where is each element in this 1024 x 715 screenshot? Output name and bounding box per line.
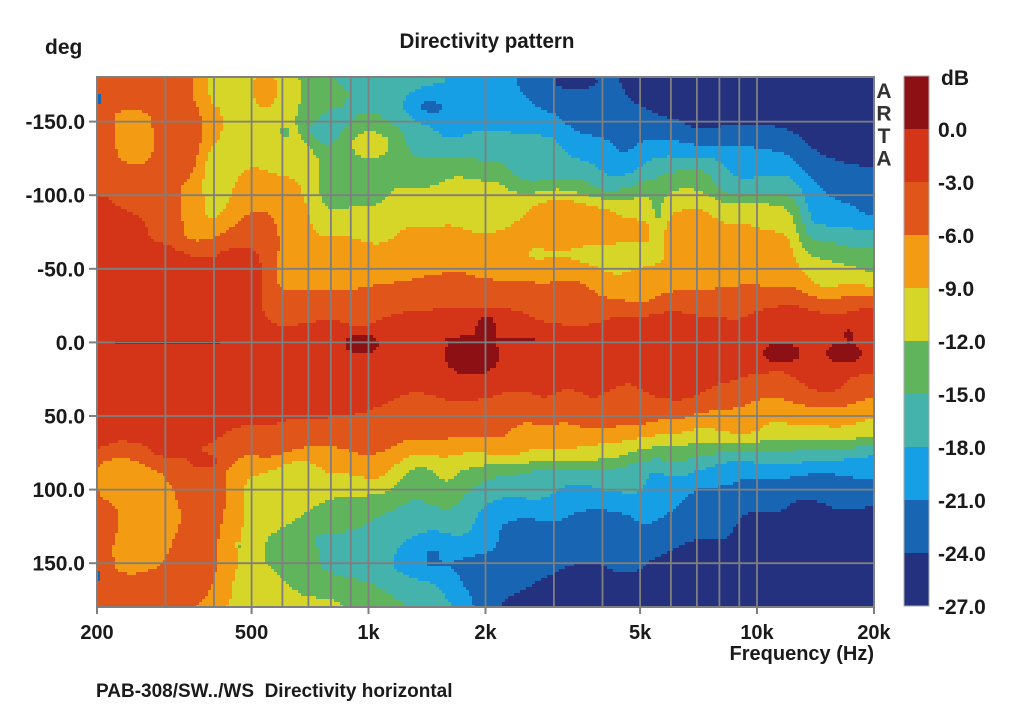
svg-text:-21.0: -21.0 <box>938 490 986 513</box>
svg-text:0.0: 0.0 <box>938 119 967 142</box>
svg-text:-6.0: -6.0 <box>938 225 974 248</box>
svg-text:-9.0: -9.0 <box>938 278 974 301</box>
svg-text:Frequency (Hz): Frequency (Hz) <box>730 643 874 665</box>
svg-text:Directivity pattern: Directivity pattern <box>400 30 575 53</box>
svg-text:-100.0: -100.0 <box>25 185 85 208</box>
svg-text:R: R <box>876 103 891 126</box>
svg-text:500: 500 <box>235 622 268 644</box>
svg-text:-12.0: -12.0 <box>938 331 986 354</box>
svg-text:-3.0: -3.0 <box>938 172 974 195</box>
svg-text:dB: dB <box>941 67 969 90</box>
svg-text:A: A <box>876 148 891 171</box>
svg-text:-50.0: -50.0 <box>37 258 85 281</box>
svg-text:150.0: 150.0 <box>32 553 85 576</box>
svg-text:50.0: 50.0 <box>44 406 85 429</box>
svg-text:10k: 10k <box>740 622 774 644</box>
svg-text:PAB-308/SW../WS Directivity h: PAB-308/SW../WS Directivity horizontal <box>96 681 453 702</box>
svg-text:1k: 1k <box>357 622 380 644</box>
svg-text:-15.0: -15.0 <box>938 384 986 407</box>
svg-text:200: 200 <box>80 622 113 644</box>
svg-text:20k: 20k <box>857 622 891 644</box>
svg-text:2k: 2k <box>474 622 497 644</box>
svg-text:-27.0: -27.0 <box>938 596 986 619</box>
svg-text:-18.0: -18.0 <box>938 437 986 460</box>
svg-text:5k: 5k <box>629 622 652 644</box>
svg-text:deg: deg <box>45 36 82 59</box>
svg-text:-24.0: -24.0 <box>938 543 986 566</box>
svg-text:T: T <box>878 125 891 148</box>
svg-text:100.0: 100.0 <box>32 479 85 502</box>
svg-text:0.0: 0.0 <box>56 332 85 355</box>
svg-text:-150.0: -150.0 <box>25 111 85 134</box>
svg-text:A: A <box>876 80 891 103</box>
